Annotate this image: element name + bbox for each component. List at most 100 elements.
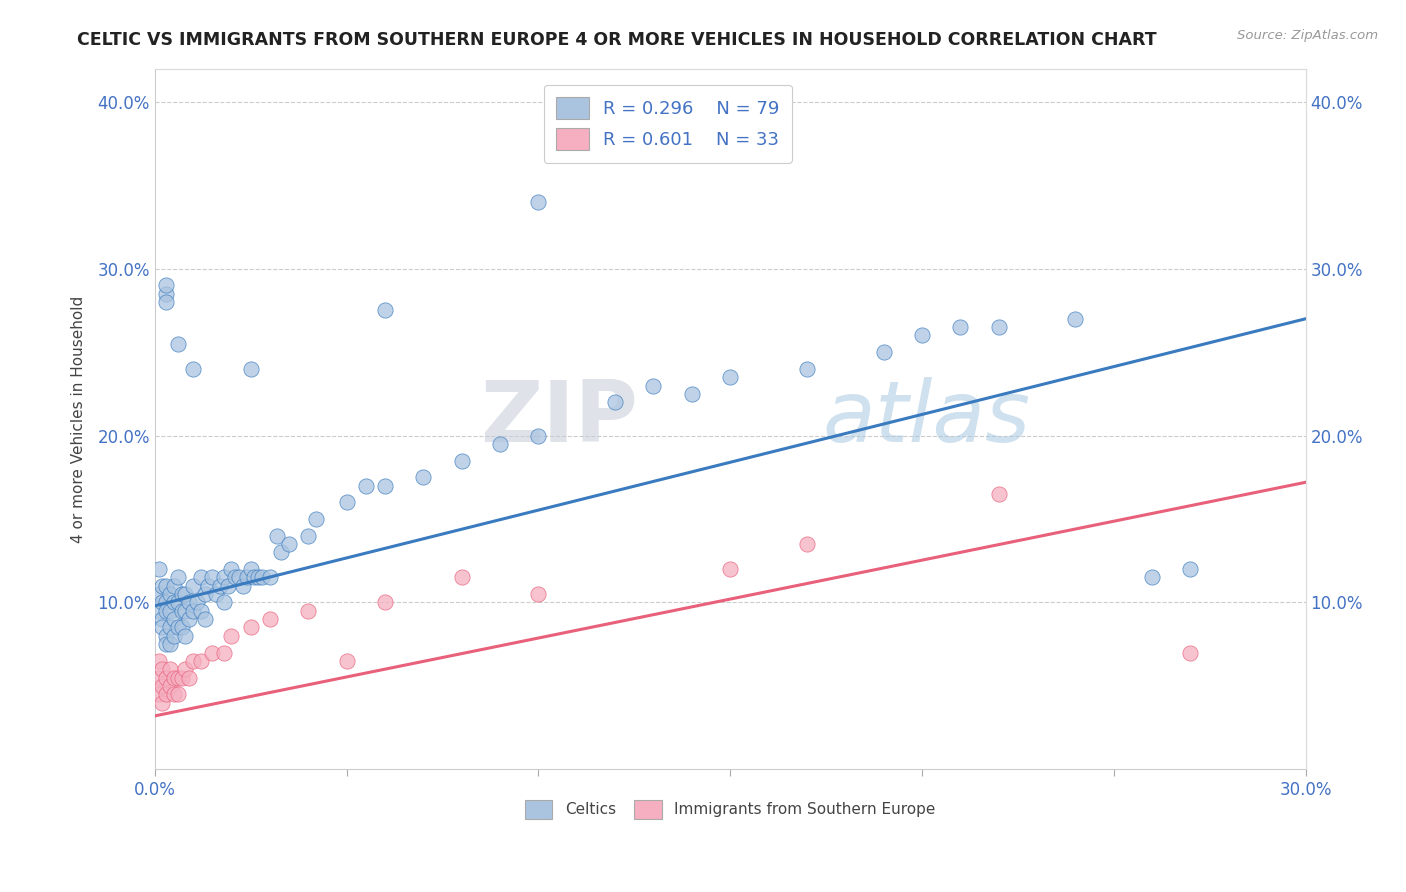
Point (239, 562, 262, 576)
Point (190, 604, 212, 618)
Point (681, 387, 703, 401)
Point (643, 378, 665, 392)
Point (186, 595, 208, 609)
Point (603, 395, 626, 409)
Point (197, 579, 219, 593)
Point (259, 612, 281, 626)
Point (150, 696, 173, 710)
Point (194, 587, 217, 601)
Point (181, 362, 204, 376)
Point (872, 345, 894, 359)
Point (170, 587, 193, 601)
Point (527, 587, 550, 601)
Point (148, 562, 170, 576)
Point (148, 587, 170, 601)
Point (155, 286, 177, 301)
Point (155, 629, 177, 643)
Point (374, 303, 396, 318)
Point (155, 579, 177, 593)
Point (374, 595, 396, 609)
Legend: Celtics, Immigrants from Southern Europe: Celtics, Immigrants from Southern Europe (519, 794, 942, 825)
Point (1064, 311, 1087, 326)
Point (1140, 570, 1163, 584)
Point (163, 687, 186, 701)
Point (150, 662, 173, 676)
Point (150, 620, 173, 634)
Point (166, 595, 188, 609)
Point (159, 604, 181, 618)
Point (217, 579, 239, 593)
Point (181, 654, 204, 668)
Point (179, 595, 201, 609)
Point (190, 654, 212, 668)
Point (150, 612, 173, 626)
Point (239, 362, 262, 376)
Point (949, 320, 972, 334)
Point (155, 687, 177, 701)
Point (155, 671, 177, 685)
Point (174, 629, 197, 643)
Point (412, 470, 434, 484)
Point (718, 562, 741, 576)
Point (181, 579, 204, 593)
Point (170, 604, 193, 618)
Point (796, 362, 818, 376)
Point (166, 620, 188, 634)
Point (166, 336, 188, 351)
Point (527, 194, 550, 209)
Point (155, 295, 177, 310)
Point (163, 612, 186, 626)
Point (297, 529, 319, 543)
Point (305, 512, 328, 526)
Point (194, 612, 217, 626)
Point (354, 478, 377, 492)
Text: Source: ZipAtlas.com: Source: ZipAtlas.com (1237, 29, 1378, 42)
Point (166, 687, 188, 701)
Point (159, 662, 181, 676)
Point (450, 570, 472, 584)
Point (163, 595, 186, 609)
Point (163, 671, 186, 685)
Point (155, 278, 177, 293)
Point (239, 620, 262, 634)
Point (278, 537, 301, 551)
Point (911, 328, 934, 343)
Point (221, 562, 243, 576)
Point (718, 370, 741, 384)
Point (243, 570, 266, 584)
Point (224, 570, 246, 584)
Point (163, 629, 186, 643)
Point (181, 604, 204, 618)
Point (297, 604, 319, 618)
Point (148, 671, 170, 685)
Point (205, 587, 228, 601)
Point (155, 637, 177, 651)
Point (163, 579, 186, 593)
Point (212, 570, 235, 584)
Point (250, 570, 273, 584)
Point (335, 495, 357, 509)
Point (150, 595, 173, 609)
Point (1180, 562, 1202, 576)
Point (159, 679, 181, 693)
Point (155, 604, 177, 618)
Point (150, 679, 173, 693)
Point (201, 646, 224, 660)
Point (208, 579, 231, 593)
Point (155, 595, 177, 609)
Point (179, 671, 201, 685)
Point (179, 612, 201, 626)
Point (166, 570, 188, 584)
Point (148, 687, 170, 701)
Point (228, 570, 250, 584)
Point (174, 587, 197, 601)
Point (450, 453, 472, 467)
Point (166, 671, 188, 685)
Point (170, 671, 193, 685)
Point (266, 529, 288, 543)
Point (335, 654, 357, 668)
Point (270, 545, 292, 559)
Point (489, 437, 512, 451)
Point (201, 570, 224, 584)
Point (796, 537, 818, 551)
